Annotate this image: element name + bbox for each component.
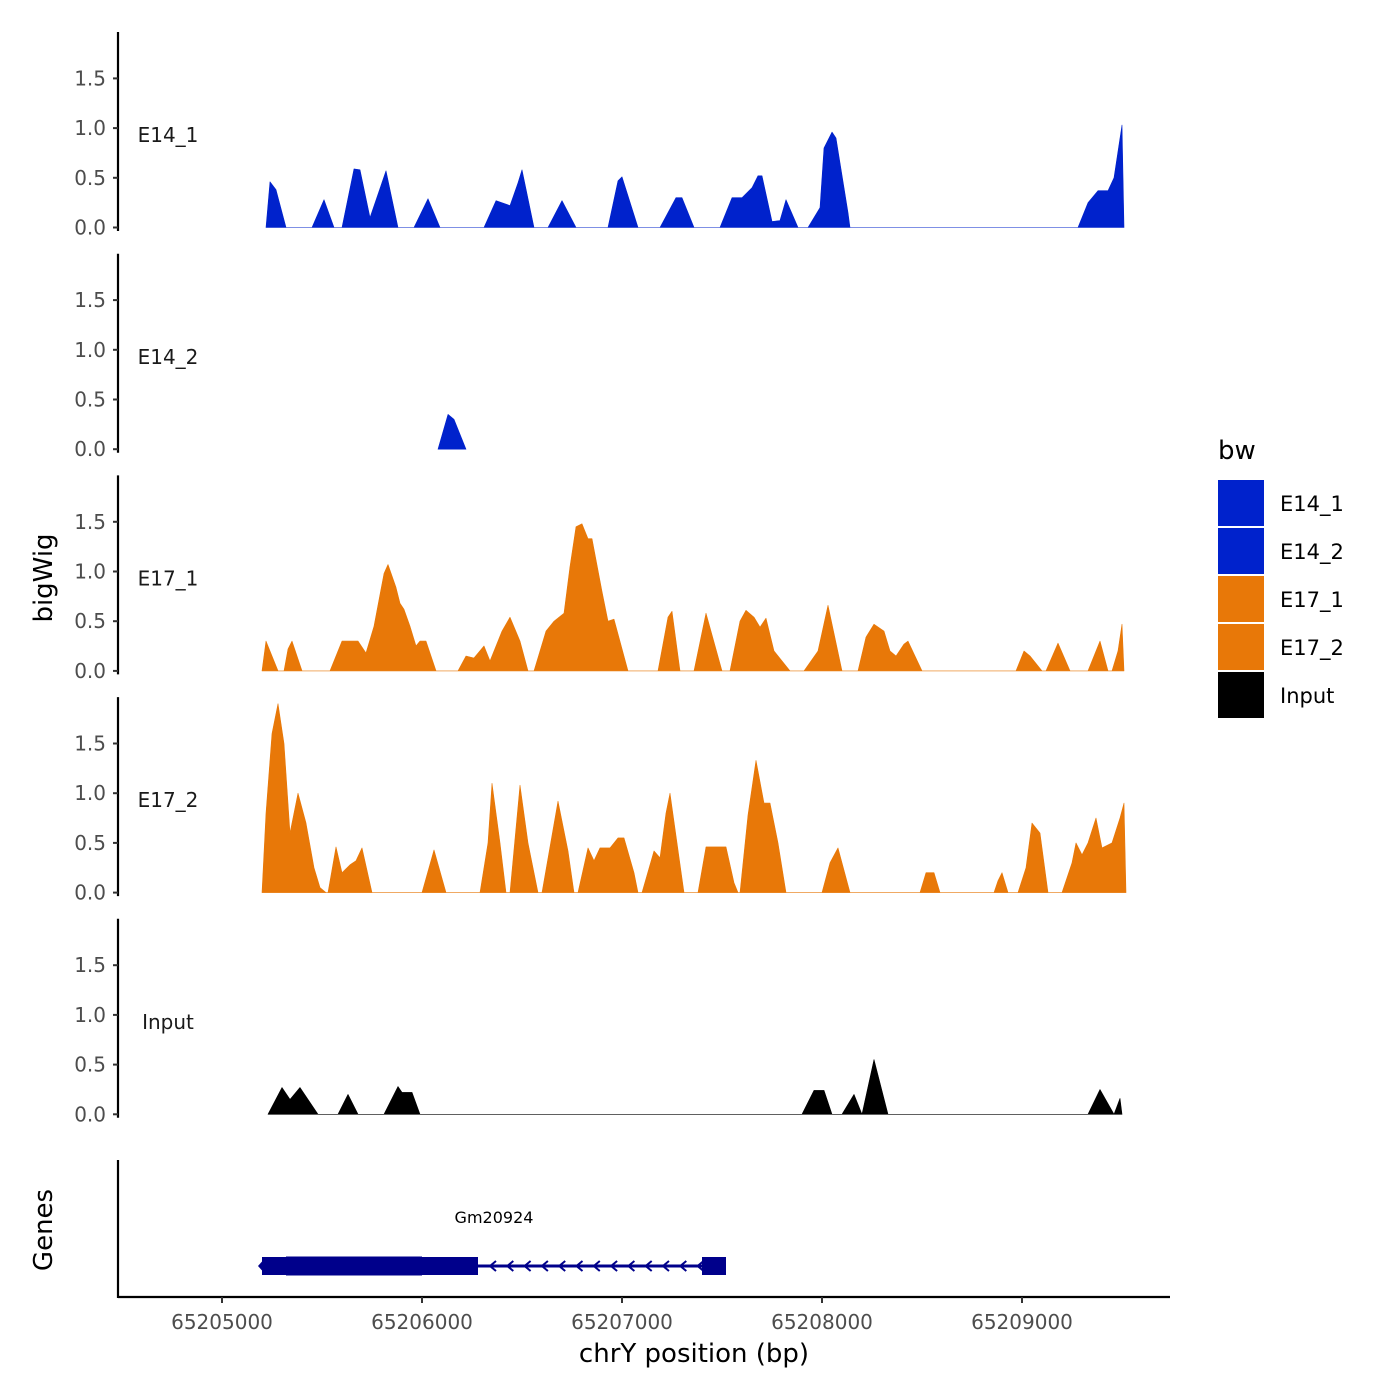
y-tick-label-E14_1: 0.5 bbox=[74, 166, 106, 190]
legend-swatch-E17_2 bbox=[1218, 624, 1264, 670]
x-axis-title: chrY position (bp) bbox=[579, 1339, 809, 1369]
y-tick-label-E17_2: 1.0 bbox=[74, 781, 106, 805]
area-E14_2 bbox=[437, 414, 467, 450]
y-tick-label-E14_2: 0.0 bbox=[74, 437, 106, 461]
y-tick-label-E17_2: 0.5 bbox=[74, 831, 106, 855]
legend-label-E14_2: E14_2 bbox=[1280, 540, 1344, 565]
tracks-layer: 0.0 0.5 1.0 1.5 E14_1 0.0 0.5 1.0 1.5 E14_2 0.0 0.5… bbox=[74, 32, 1127, 1126]
y-tick-label-Input: 1.0 bbox=[74, 1003, 106, 1027]
area-E17_1 bbox=[261, 523, 1125, 672]
track-Input: 0.0 0.5 1.0 1.5 Input bbox=[74, 918, 1123, 1126]
strand-arrow bbox=[523, 1260, 532, 1272]
gene-exon bbox=[702, 1257, 726, 1275]
area-Input bbox=[267, 1059, 1123, 1115]
track-label-E14_2: E14_2 bbox=[138, 345, 199, 369]
genes-axis-title: Genes bbox=[29, 1189, 59, 1271]
track-E14_1: 0.0 0.5 1.0 1.5 E14_1 bbox=[74, 32, 1125, 240]
area-E14_1 bbox=[265, 124, 1125, 228]
legend-swatch-E14_1 bbox=[1218, 480, 1264, 526]
x-axis: 65205000 65206000 65207000 65208000 65209000 bbox=[118, 1295, 1170, 1334]
legend-label-E17_1: E17_1 bbox=[1280, 588, 1344, 613]
y-tick-label-E17_2: 1.5 bbox=[74, 732, 106, 756]
legend-title: bw bbox=[1218, 436, 1256, 466]
legend-swatch-E14_2 bbox=[1218, 528, 1264, 574]
legend: bw E14_1 E14_2 E17_1 E17_2 Input bbox=[1218, 436, 1344, 718]
y-tick-label-E17_1: 1.0 bbox=[74, 560, 106, 584]
y-tick-label-E14_2: 1.0 bbox=[74, 338, 106, 362]
genes-panel: Gm20924 bbox=[116, 1160, 726, 1298]
strand-arrow bbox=[696, 1260, 705, 1272]
strand-arrow bbox=[592, 1260, 601, 1272]
y-tick-label-Input: 0.0 bbox=[74, 1102, 106, 1126]
y-axis-title: bigWig bbox=[29, 533, 59, 622]
legend-label-Input: Input bbox=[1280, 684, 1334, 708]
x-tick-label: 65205000 bbox=[171, 1310, 273, 1334]
y-tick-label-E17_2: 0.0 bbox=[74, 881, 106, 905]
legend-label-E17_2: E17_2 bbox=[1280, 636, 1344, 661]
x-tick-label: 65207000 bbox=[571, 1310, 673, 1334]
strand-arrow bbox=[609, 1260, 618, 1272]
gene-label: Gm20924 bbox=[455, 1208, 534, 1227]
y-tick-label-E14_2: 0.5 bbox=[74, 388, 106, 412]
strand-arrow bbox=[574, 1260, 584, 1272]
strand-arrow bbox=[540, 1260, 549, 1272]
legend-swatch-Input bbox=[1218, 672, 1264, 718]
legend-label-E14_1: E14_1 bbox=[1280, 492, 1344, 517]
y-tick-label-E17_1: 0.5 bbox=[74, 609, 106, 633]
y-tick-label-E14_1: 1.0 bbox=[74, 116, 106, 140]
strand-arrow bbox=[488, 1260, 497, 1272]
gene-cds bbox=[286, 1256, 422, 1276]
strand-arrow bbox=[661, 1260, 670, 1272]
track-E17_1: 0.0 0.5 1.0 1.5 E17_1 bbox=[74, 475, 1125, 683]
y-tick-label-Input: 1.5 bbox=[74, 953, 106, 977]
y-tick-label-E17_1: 1.5 bbox=[74, 510, 106, 534]
legend-swatch-E17_1 bbox=[1218, 576, 1264, 622]
y-tick-label-E14_1: 1.5 bbox=[74, 66, 106, 90]
y-tick-label-E14_1: 0.0 bbox=[74, 216, 106, 240]
strand-arrow bbox=[644, 1260, 653, 1272]
x-tick-label: 65208000 bbox=[771, 1310, 873, 1334]
y-tick-label-E14_2: 1.5 bbox=[74, 288, 106, 312]
track-E17_2: 0.0 0.5 1.0 1.5 E17_2 bbox=[74, 697, 1127, 905]
track-label-Input: Input bbox=[142, 1010, 194, 1034]
area-E17_2 bbox=[261, 703, 1127, 893]
track-label-E17_2: E17_2 bbox=[138, 788, 199, 812]
track-label-E17_1: E17_1 bbox=[138, 566, 199, 590]
y-tick-label-Input: 0.5 bbox=[74, 1053, 106, 1077]
track-label-E14_1: E14_1 bbox=[138, 123, 199, 147]
strand-arrow bbox=[626, 1260, 636, 1272]
gene-start-tip bbox=[258, 1257, 266, 1275]
x-tick-label: 65206000 bbox=[371, 1310, 473, 1334]
strand-arrow bbox=[505, 1260, 514, 1272]
x-tick-label: 65209000 bbox=[971, 1310, 1073, 1334]
strand-arrow bbox=[557, 1260, 566, 1272]
strand-arrow bbox=[678, 1260, 687, 1272]
track-E14_2: 0.0 0.5 1.0 1.5 E14_2 bbox=[74, 253, 467, 461]
y-tick-label-E17_1: 0.0 bbox=[74, 659, 106, 683]
